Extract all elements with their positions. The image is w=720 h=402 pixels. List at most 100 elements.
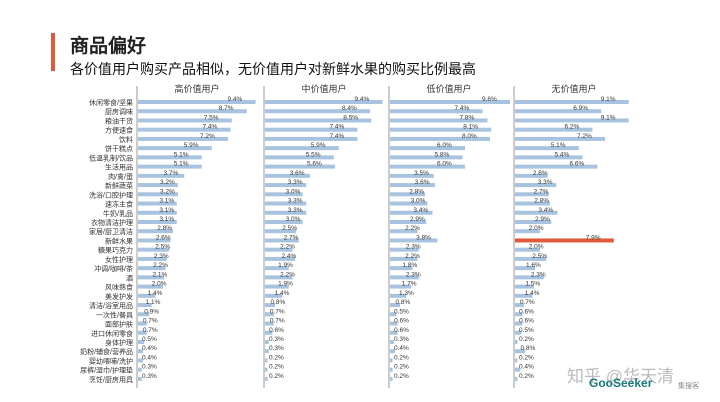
brand-sub: 集搜客 bbox=[678, 383, 699, 390]
bar bbox=[138, 293, 156, 298]
bar bbox=[265, 238, 299, 243]
bar bbox=[138, 164, 202, 169]
category-label: 女性护理 bbox=[105, 255, 133, 264]
data-label: 0.2% bbox=[394, 354, 409, 361]
data-label: 1.1% bbox=[146, 299, 161, 306]
bar bbox=[265, 330, 273, 335]
bar bbox=[138, 321, 147, 326]
bar bbox=[515, 155, 583, 160]
data-label: 7.2% bbox=[200, 133, 215, 140]
data-label: 7.4% bbox=[330, 133, 345, 140]
bar bbox=[515, 376, 518, 381]
bar bbox=[390, 303, 400, 308]
watermark: 知乎 @华天清 bbox=[567, 367, 674, 386]
data-label: 3.8% bbox=[416, 234, 431, 241]
data-label: 0.6% bbox=[519, 308, 534, 315]
data-label: 2.7% bbox=[534, 188, 549, 195]
bar bbox=[138, 358, 143, 363]
bar bbox=[138, 118, 232, 123]
bar bbox=[515, 183, 557, 188]
category-label: 风味熟食 bbox=[105, 283, 133, 292]
data-label: 0.2% bbox=[394, 373, 409, 380]
data-label: 0.2% bbox=[519, 373, 534, 380]
bar bbox=[265, 219, 303, 224]
data-label: 0.8% bbox=[396, 299, 411, 306]
data-label: 0.8% bbox=[521, 345, 536, 352]
bar bbox=[390, 155, 463, 160]
category-label: 烹饪/厨房用具 bbox=[89, 375, 133, 384]
data-label: 0.2% bbox=[394, 364, 409, 371]
data-label: 2.9% bbox=[535, 216, 550, 223]
data-label: 0.3% bbox=[394, 336, 409, 343]
page-title: 商品偏好 bbox=[70, 36, 147, 57]
data-label: 2.2% bbox=[405, 253, 420, 260]
data-label: 2.5% bbox=[532, 253, 547, 260]
series-header: 高价值用户 bbox=[174, 83, 219, 94]
data-label: 0.8% bbox=[271, 299, 286, 306]
bar bbox=[265, 293, 283, 298]
data-label: 0.3% bbox=[142, 364, 157, 371]
data-label: 9.1% bbox=[601, 114, 616, 121]
bar bbox=[390, 358, 393, 363]
data-label: 7.9% bbox=[586, 234, 601, 241]
data-label: 2.8% bbox=[157, 225, 172, 232]
bar bbox=[515, 164, 598, 169]
category-label: 粮油干货 bbox=[105, 116, 133, 125]
data-label: 0.7% bbox=[143, 318, 158, 325]
data-label: 5.1% bbox=[551, 142, 566, 149]
data-label: 2.0% bbox=[529, 244, 544, 251]
data-label: 2.8% bbox=[534, 198, 549, 205]
bar bbox=[138, 109, 247, 114]
data-label: 2.8% bbox=[409, 188, 424, 195]
data-label: 2.2% bbox=[405, 225, 420, 232]
data-label: 3.7% bbox=[163, 170, 178, 177]
bar bbox=[265, 229, 297, 234]
bar bbox=[265, 155, 334, 160]
data-label: 2.5% bbox=[282, 225, 297, 232]
data-label: 3.3% bbox=[288, 179, 303, 186]
bar bbox=[138, 201, 177, 206]
data-label: 0.7% bbox=[143, 327, 158, 334]
data-label: 6.6% bbox=[570, 161, 585, 168]
data-label: 5.9% bbox=[311, 142, 326, 149]
bar bbox=[138, 256, 167, 261]
bar bbox=[138, 312, 150, 317]
data-label: 1.5% bbox=[525, 281, 540, 288]
data-label: 5.9% bbox=[184, 142, 199, 149]
bar bbox=[390, 312, 397, 317]
data-label: 9.6% bbox=[482, 96, 497, 103]
data-label: 1.8% bbox=[402, 262, 417, 269]
category-label: 进口休闲零食 bbox=[91, 329, 133, 338]
data-label: 0.2% bbox=[269, 354, 284, 361]
data-label: 8.1% bbox=[463, 124, 478, 131]
data-label: 2.3% bbox=[406, 244, 421, 251]
data-label: 1.7% bbox=[402, 281, 417, 288]
data-label: 3.0% bbox=[286, 216, 301, 223]
series-header: 无价值用户 bbox=[551, 83, 596, 94]
bar bbox=[265, 247, 293, 252]
bar bbox=[138, 284, 163, 289]
bar bbox=[138, 275, 165, 280]
bar bbox=[390, 100, 510, 104]
data-label: 2.7% bbox=[284, 234, 299, 241]
bar bbox=[265, 201, 307, 206]
bar bbox=[265, 210, 307, 215]
data-label: 0.7% bbox=[270, 308, 285, 315]
bar bbox=[390, 109, 483, 114]
bar bbox=[265, 349, 269, 354]
data-label: 0.5% bbox=[142, 336, 157, 343]
data-label: 3.2% bbox=[160, 188, 175, 195]
data-label: 2.3% bbox=[531, 271, 546, 278]
data-label: 5.1% bbox=[174, 161, 189, 168]
bar bbox=[515, 321, 523, 326]
bar bbox=[138, 376, 142, 381]
bar bbox=[138, 247, 170, 252]
bar bbox=[138, 210, 177, 215]
category-label: 速冻主食 bbox=[105, 200, 133, 209]
bar bbox=[138, 100, 256, 104]
bar bbox=[390, 284, 412, 289]
data-label: 0.4% bbox=[142, 345, 157, 352]
data-label: 2.1% bbox=[152, 271, 167, 278]
data-label: 3.3% bbox=[288, 207, 303, 214]
bar bbox=[265, 127, 358, 132]
